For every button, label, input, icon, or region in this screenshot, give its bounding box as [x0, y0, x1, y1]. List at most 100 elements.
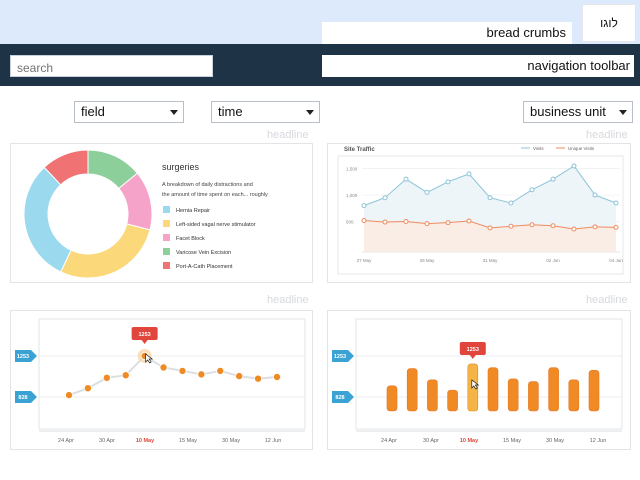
data-bar: [487, 367, 499, 412]
surgeries-panel: surgeries A breakdown of daily distractio…: [10, 143, 313, 283]
headline-1: headline: [267, 129, 309, 141]
data-bar: [467, 363, 479, 412]
traffic-point: [529, 187, 535, 193]
line-chart-panel: 1253 828 1253 24 Apr 30 Apr 10 May 15 May 30 Ma…: [10, 310, 313, 450]
x-tick: 12 Jun: [265, 438, 282, 444]
traffic-x-tick: 27 May: [357, 258, 373, 263]
traffic-point: [550, 223, 556, 229]
data-point: [197, 370, 206, 379]
donut-slice-1: [60, 223, 151, 279]
x-tick: 12 Jun: [590, 438, 607, 444]
traffic-x-tick: 29 May: [420, 258, 436, 263]
traffic-x-tick: 04 Jun: [609, 258, 623, 263]
traffic-x-tick: 02 Jun: [546, 258, 560, 263]
donut-description-line: A breakdown of daily distractions and: [162, 182, 253, 188]
legend-label: Varicose Vein Excision: [176, 250, 231, 256]
tooltip: [459, 341, 486, 355]
x-tick: 10 May: [136, 438, 155, 444]
traffic-point: [424, 221, 430, 227]
navigation-toolbar[interactable]: navigation toolbar: [322, 55, 634, 77]
traffic-point: [550, 176, 556, 182]
data-bar: [588, 369, 600, 412]
plot-frame: [38, 318, 306, 430]
time-dropdown[interactable]: time: [211, 101, 320, 123]
traffic-point: [571, 163, 577, 169]
legend-swatch: [163, 234, 170, 241]
value-tag: [15, 350, 37, 362]
traffic-point: [445, 179, 451, 185]
x-tick: 30 Apr: [99, 438, 115, 444]
x-tick: 10 May: [460, 438, 479, 444]
value-tag-label: 828: [335, 395, 344, 401]
data-bar: [507, 378, 519, 412]
chevron-down-icon: [170, 110, 178, 115]
data-bar: [447, 389, 458, 412]
data-point: [178, 366, 187, 375]
value-tag-label: 828: [18, 395, 27, 401]
tooltip: [131, 326, 158, 340]
data-point: [159, 363, 168, 372]
data-point: [121, 371, 130, 380]
hand-cursor-icon: [145, 353, 154, 364]
traffic-point: [613, 200, 619, 206]
data-bar: [406, 368, 418, 412]
legend-swatch: [163, 206, 170, 213]
traffic-y-tick: 1,500: [346, 167, 358, 172]
legend-label: Hernia Repair: [176, 208, 210, 214]
data-point: [65, 391, 74, 400]
headline-4: headline: [586, 294, 628, 306]
value-tag: [15, 391, 37, 403]
legend-label: Port-A-Cath Placement: [176, 264, 233, 270]
donut-description-line: the amount of time spent on each... roug…: [162, 192, 268, 198]
traffic-title: Site Traffic: [344, 147, 375, 153]
traffic-point: [592, 192, 598, 198]
traffic-point: [382, 219, 388, 225]
traffic-point: [529, 222, 535, 228]
headline-2: headline: [586, 129, 628, 141]
x-tick: 15 May: [503, 438, 521, 444]
x-tick: 30 Apr: [423, 438, 439, 444]
data-bar: [386, 385, 398, 412]
breadcrumb[interactable]: bread crumbs: [322, 22, 572, 44]
time-dropdown-label: time: [218, 104, 243, 119]
logo[interactable]: לוגו: [582, 4, 636, 42]
data-bar: [427, 379, 438, 412]
data-point: [83, 384, 92, 393]
trend-bar-chart: 1253 828 1253 24 Apr 30 Apr 10 May 15 May 30 Ma…: [332, 318, 623, 444]
traffic-point: [424, 189, 430, 195]
field-dropdown-label: field: [81, 104, 105, 119]
site-traffic-chart: Site Traffic Visits Unique Visits 1,500 1,00…: [337, 146, 624, 275]
traffic-y-tick: 500: [346, 220, 354, 225]
chevron-down-icon: [619, 110, 627, 115]
value-tag: [332, 391, 354, 403]
traffic-point: [445, 220, 451, 226]
tooltip-pointer: [469, 354, 476, 359]
traffic-point: [361, 217, 367, 223]
traffic-point: [487, 225, 493, 231]
x-tick: 15 May: [179, 438, 197, 444]
tooltip-label: 1253: [139, 332, 151, 338]
traffic-point: [592, 224, 598, 230]
data-bar: [548, 367, 559, 412]
tooltip-pointer: [141, 339, 148, 344]
traffic-point: [613, 224, 619, 230]
value-tag-label: 1253: [17, 354, 29, 360]
traffic-point: [508, 200, 514, 206]
tooltip-label: 1253: [467, 347, 479, 353]
data-bar: [568, 379, 580, 412]
business-unit-dropdown[interactable]: business unit: [523, 101, 633, 123]
headline-3: headline: [267, 294, 309, 306]
legend-swatch: [163, 262, 170, 269]
data-point: [272, 372, 281, 381]
x-tick: 24 Apr: [381, 438, 397, 444]
data-point: [235, 372, 244, 381]
data-point: [216, 366, 225, 375]
bar-chart-panel: 1253 828 1253 24 Apr 30 Apr 10 May 15 May 30 Ma…: [327, 310, 631, 450]
traffic-point: [487, 195, 493, 201]
value-tag-label: 1253: [334, 354, 346, 360]
donut-slice-0: [23, 166, 72, 273]
data-point: [254, 374, 263, 383]
search-input[interactable]: [10, 55, 213, 77]
x-tick: 30 May: [222, 438, 240, 444]
field-dropdown[interactable]: field: [74, 101, 184, 123]
